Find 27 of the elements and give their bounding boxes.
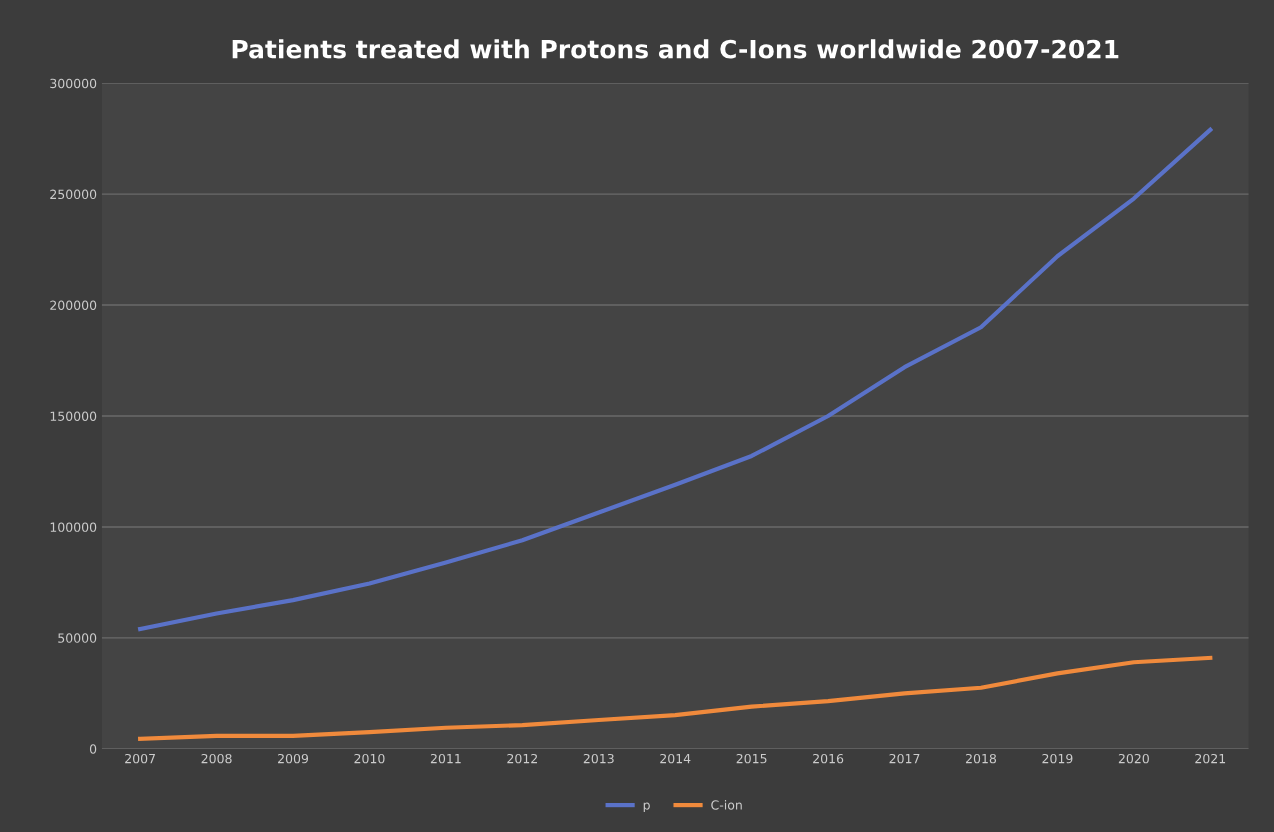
x-tick-label: 2012 xyxy=(507,753,537,764)
chart-title: Patients treated with Protons and C-Ions worldwide 2007-2021 xyxy=(232,39,1119,59)
x-tick-label: 2007 xyxy=(125,753,155,764)
x-tick-label: 2013 xyxy=(583,753,614,764)
y-tick-label: 100000 xyxy=(50,522,97,532)
y-tick-label: 0 xyxy=(89,744,97,754)
x-tick-label: 2017 xyxy=(889,753,920,764)
x-tick-label: 2009 xyxy=(278,753,309,764)
x-tick-label: 2020 xyxy=(1118,753,1149,764)
x-tick-label: 2008 xyxy=(201,753,232,764)
legend-label: C-ion xyxy=(711,799,742,810)
y-tick-label: 150000 xyxy=(50,411,97,421)
x-tick-label: 2014 xyxy=(660,753,691,764)
y-tick-label: 250000 xyxy=(50,189,97,200)
legend-label: p xyxy=(643,802,650,813)
x-tick-label: 2018 xyxy=(965,753,997,764)
line-series xyxy=(138,655,1213,741)
x-tick-label: 2019 xyxy=(1042,753,1073,764)
x-tick-label: 2016 xyxy=(813,753,844,764)
y-tick-label: 50000 xyxy=(58,633,97,643)
x-tick-label: 2010 xyxy=(354,753,385,764)
x-tick-label: 2011 xyxy=(430,753,461,764)
y-tick-label: 200000 xyxy=(50,300,97,310)
x-tick-label: 2015 xyxy=(736,753,767,764)
y-tick-label: 300000 xyxy=(50,78,97,89)
x-tick-label: 2021 xyxy=(1195,753,1226,764)
line-series xyxy=(138,127,1213,632)
